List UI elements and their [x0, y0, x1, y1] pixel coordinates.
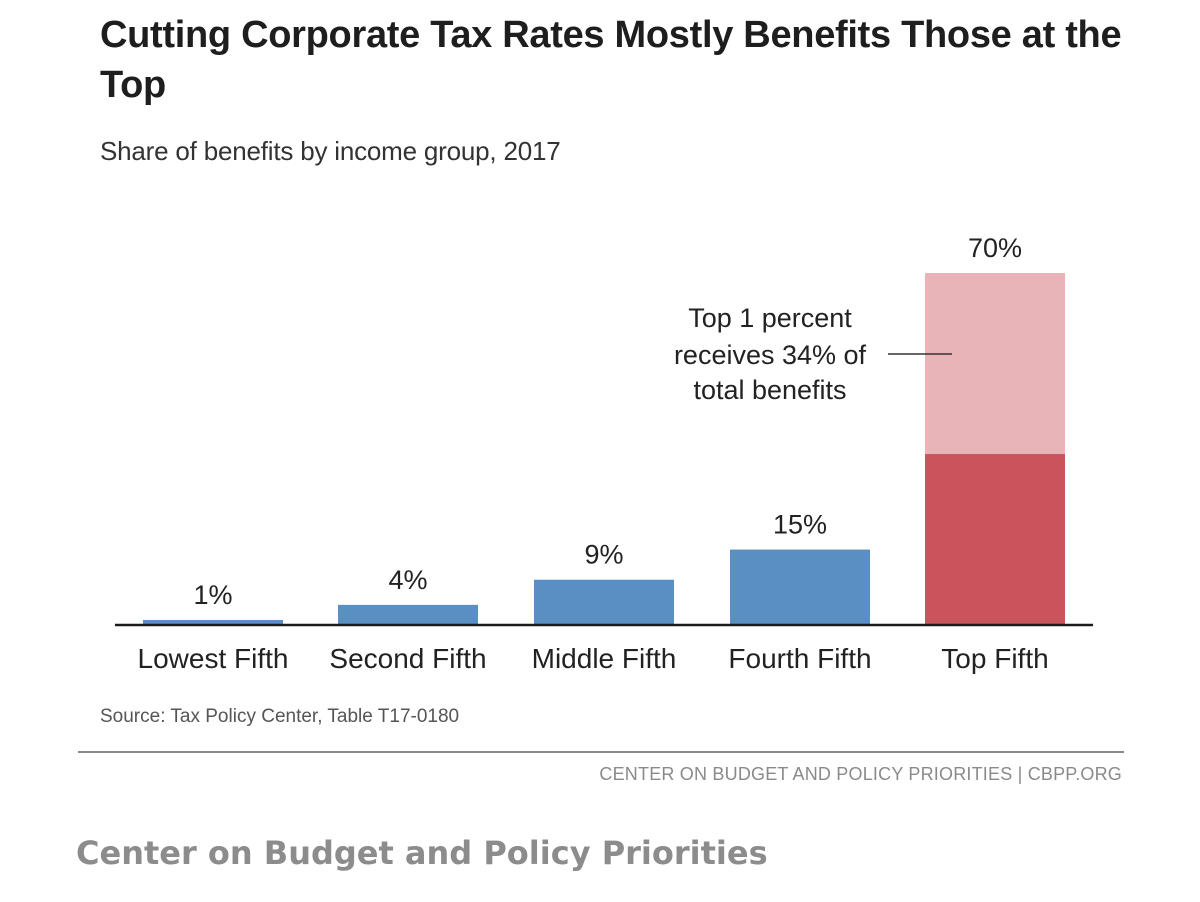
footer-divider	[78, 751, 1124, 753]
x-tick-label: Fourth Fifth	[728, 643, 871, 674]
x-tick-label: Middle Fifth	[532, 643, 677, 674]
chart-title: Cutting Corporate Tax Rates Mostly Benef…	[100, 14, 1122, 106]
data-label: 4%	[388, 565, 427, 595]
bar-top-fifth-rest	[925, 273, 1065, 455]
annotation-line: Top 1 percent	[688, 303, 852, 333]
data-label: 9%	[584, 540, 623, 570]
bar-middle-fifth	[534, 579, 674, 625]
annotation-line: total benefits	[693, 375, 846, 405]
bar-fourth-fifth	[730, 549, 870, 625]
data-label: 70%	[968, 233, 1022, 263]
x-tick-label: Lowest Fifth	[138, 643, 289, 674]
data-label: 15%	[773, 510, 827, 540]
data-label: 1%	[193, 580, 232, 610]
annotation-line: receives 34% of	[674, 340, 867, 370]
x-tick-label: Second Fifth	[329, 643, 486, 674]
image-caption: Center on Budget and Policy Priorities	[76, 834, 768, 872]
org-credit: CENTER ON BUDGET AND POLICY PRIORITIES |…	[599, 764, 1122, 784]
bar-top-1-percent	[925, 454, 1065, 625]
chart-subtitle: Share of benefits by income group, 2017	[100, 136, 561, 166]
source-note: Source: Tax Policy Center, Table T17-018…	[100, 706, 460, 727]
bar-second-fifth	[338, 604, 478, 625]
x-tick-label: Top Fifth	[941, 643, 1048, 674]
bar-lowest-fifth	[143, 619, 283, 625]
